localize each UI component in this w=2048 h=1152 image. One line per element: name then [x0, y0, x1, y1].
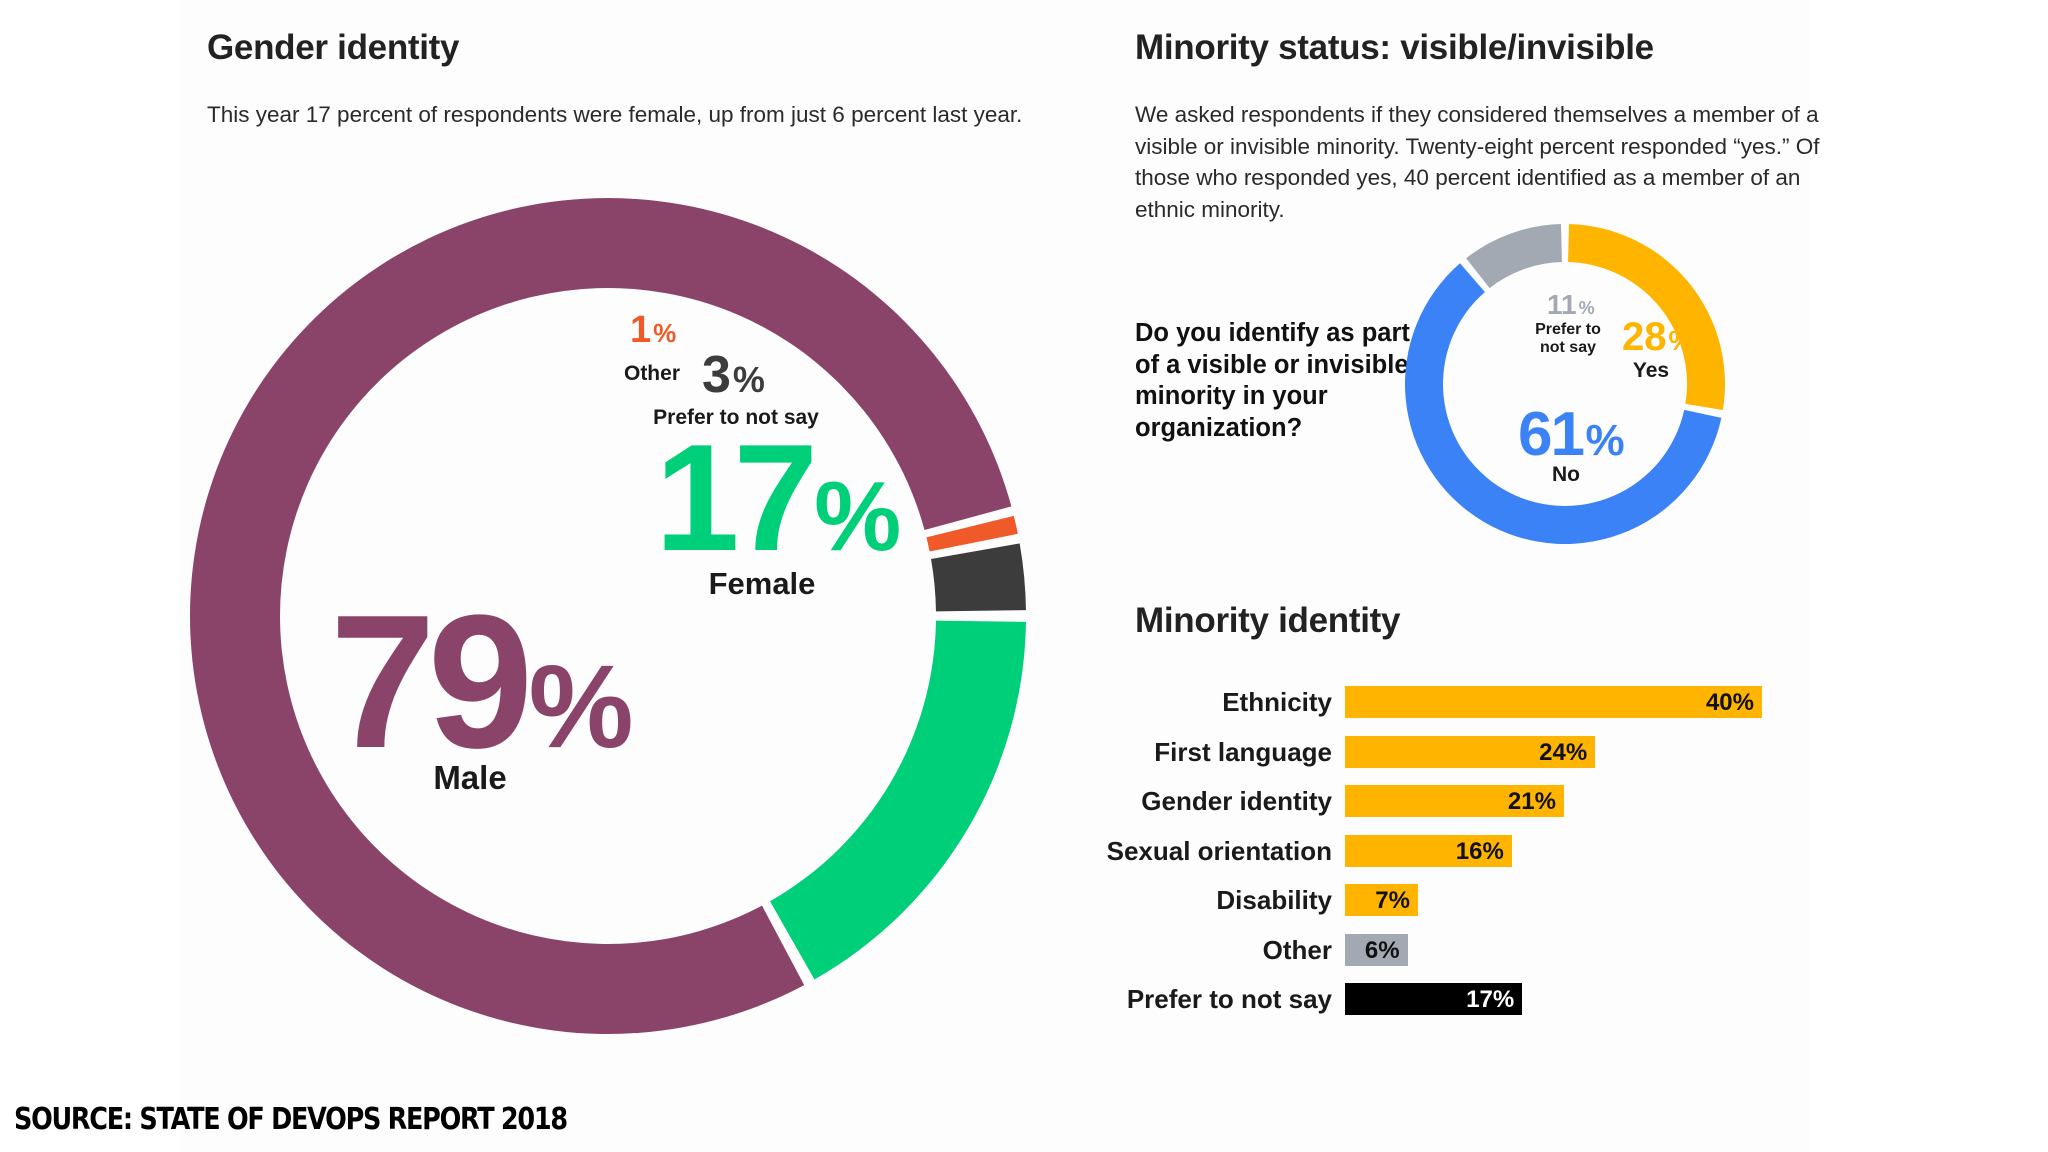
- gender-slice-prefer-to-not-say: [931, 543, 1026, 612]
- bar-value-ethnicity: 40%: [1705, 689, 1754, 716]
- bar-value-other: 6%: [1364, 936, 1400, 964]
- bar-sexual-orientation: 16%: [1345, 834, 1512, 867]
- bar-first-language: 24%: [1345, 735, 1596, 768]
- gender-percent-sign-prefer-to-not-say: %: [733, 359, 765, 400]
- minority-value-prefer-to-not-say: 11: [1547, 289, 1577, 320]
- bar-label-ethnicity: Ethnicity: [1222, 687, 1332, 717]
- gender-value-other: 1: [630, 309, 651, 351]
- identity-chart-title: Minority identity: [1135, 601, 1401, 640]
- bar-value-first-language: 24%: [1539, 738, 1588, 766]
- minority-chart-title: Minority status: visible/invisible: [1135, 28, 1654, 67]
- minority-label-yes: Yes: [1633, 359, 1669, 382]
- bar-value-sexual-orientation: 16%: [1455, 837, 1504, 865]
- gender-value-female: 17: [655, 413, 812, 583]
- bar-value-gender-identity: 21%: [1507, 788, 1556, 815]
- gender-label-male: Male: [433, 759, 506, 796]
- gender-chart-title: Gender identity: [207, 28, 460, 67]
- bar-ethnicity: 40%: [1345, 686, 1762, 718]
- minority-slice-no: [1405, 263, 1722, 544]
- minority-label-no: No: [1552, 463, 1580, 486]
- minority-label-prefer-to-not-say-2: not say: [1540, 339, 1596, 356]
- gender-value-male: 79: [330, 576, 527, 788]
- minority-percent-sign-no: %: [1585, 416, 1624, 465]
- bar-prefer-to-not-say: 17%: [1345, 983, 1523, 1015]
- minority-value-no: 61: [1518, 400, 1583, 469]
- bar-label-gender-identity: Gender identity: [1141, 786, 1332, 816]
- minority-slice-prefer-to-not-say: [1466, 224, 1562, 289]
- minority-slice-yes: [1568, 224, 1726, 411]
- gender-percent-sign-male: %: [529, 641, 634, 773]
- gender-percent-sign-female: %: [814, 461, 901, 571]
- gender-value-prefer-to-not-say: 3: [702, 346, 731, 404]
- gender-percent-sign-other: %: [653, 318, 676, 348]
- bar-disability: 7%: [1345, 884, 1418, 916]
- gender-label-other: Other: [624, 362, 680, 385]
- gender-slice-female: [770, 620, 1026, 980]
- gender-label-prefer-to-not-say: Prefer to not say: [653, 406, 819, 429]
- minority-label-prefer-to-not-say-1: Prefer to: [1535, 321, 1601, 338]
- bar-label-other: Other: [1262, 934, 1332, 965]
- minority-chart-description: We asked respondents if they considered …: [1135, 102, 1820, 222]
- minority-percent-sign-prefer-to-not-say: %: [1579, 298, 1595, 318]
- gender-label-female: Female: [709, 566, 816, 601]
- bar-value-disability: 7%: [1375, 887, 1410, 914]
- bar-label-sexual-orientation: Sexual orientation: [1106, 835, 1332, 866]
- bar-value-prefer-to-not-say: 17%: [1466, 986, 1515, 1013]
- gender-chart-description: This year 17 percent of respondents were…: [207, 102, 1023, 127]
- bar-gender-identity: 21%: [1345, 785, 1564, 817]
- bar-label-disability: Disability: [1216, 885, 1332, 915]
- bar-label-first-language: First language: [1154, 736, 1332, 767]
- bar-other: 6%: [1345, 933, 1408, 966]
- minority-value-yes: 28: [1622, 315, 1667, 359]
- minority-percent-sign-yes: %: [1669, 325, 1694, 356]
- gender-slice-other: [926, 515, 1018, 552]
- minority-question: Do you identify as part of a visible or …: [1135, 319, 1410, 442]
- bar-label-prefer-to-not-say: Prefer to not say: [1126, 984, 1332, 1014]
- source-caption: SOURCE: STATE OF DEVOPS REPORT 2018: [14, 1102, 568, 1137]
